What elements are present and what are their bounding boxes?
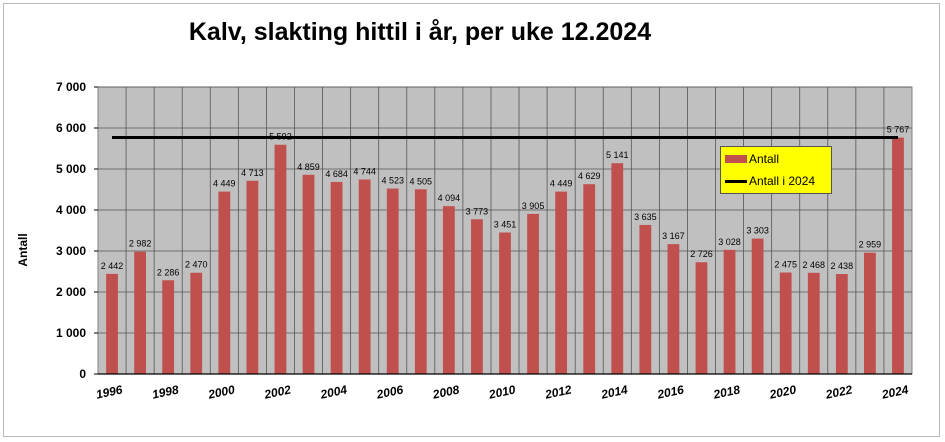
x-tick-label: 2014 (599, 382, 629, 402)
bar (414, 189, 427, 374)
data-label: 2 468 (802, 260, 825, 270)
bar (639, 224, 652, 374)
legend-item-antall: Antall (725, 151, 779, 167)
x-tick-label: 2020 (767, 382, 797, 402)
y-tick-label: 5 000 (56, 162, 86, 176)
bar (358, 179, 371, 374)
data-label: 4 859 (297, 162, 320, 172)
bar (499, 232, 511, 374)
data-label: 5 141 (606, 150, 629, 160)
data-label: 4 094 (438, 193, 461, 203)
legend-label-antall-2024: Antall i 2024 (749, 174, 816, 188)
data-label: 5 767 (887, 125, 910, 135)
bar (246, 180, 259, 374)
y-tick-label: 1 000 (56, 326, 86, 340)
x-tick-label: 2006 (374, 382, 404, 402)
bar (274, 144, 287, 374)
legend-item-antall-2024: Antall i 2024 (725, 173, 815, 189)
legend-bar-swatch (725, 155, 747, 163)
data-label: 4 449 (550, 179, 573, 189)
bar (555, 191, 568, 374)
bar (106, 273, 118, 374)
bar (162, 280, 175, 374)
x-tick-label: 2022 (824, 382, 854, 402)
y-tick-label: 3 000 (56, 244, 86, 258)
bar (695, 262, 708, 374)
data-label: 3 167 (662, 231, 685, 241)
data-label: 4 744 (353, 166, 376, 176)
bar (835, 274, 848, 374)
legend-line-swatch (725, 179, 747, 183)
x-tick-label: 2018 (711, 382, 741, 402)
bar (667, 244, 680, 374)
data-label: 2 286 (157, 267, 180, 277)
data-label: 4 684 (325, 169, 348, 179)
x-tick-label: 2012 (543, 382, 573, 402)
data-label: 4 523 (381, 176, 404, 186)
data-label: 2 475 (774, 260, 797, 270)
x-tick-label: 2002 (262, 382, 292, 402)
data-label: 2 982 (129, 239, 152, 249)
bar (807, 272, 820, 374)
x-tick-label: 1998 (151, 382, 180, 401)
x-tick-label: 2016 (655, 382, 685, 402)
bar (190, 272, 203, 374)
data-label: 4 629 (578, 171, 601, 181)
chart-title: Kalv, slakting hittil i år, per uke 12.2… (188, 18, 652, 46)
bar (723, 249, 736, 374)
bar (134, 251, 146, 374)
bar (527, 213, 539, 374)
bar (779, 272, 792, 374)
data-label: 2 959 (859, 240, 882, 250)
x-tick-label: 2004 (318, 382, 348, 402)
bar (471, 219, 483, 374)
x-tick-label: 1996 (95, 382, 124, 401)
bar (386, 188, 399, 374)
data-label: 2 470 (185, 260, 208, 270)
y-axis-label: Antall (16, 233, 30, 266)
bar (330, 181, 343, 374)
data-label: 3 773 (466, 206, 489, 216)
bar (751, 238, 764, 374)
x-tick-label: 2000 (206, 382, 236, 402)
bar (864, 252, 876, 374)
y-tick-label: 2 000 (56, 285, 86, 299)
bar (892, 137, 904, 374)
data-label: 4 449 (213, 179, 236, 189)
data-label: 3 635 (634, 212, 657, 222)
bar (611, 163, 624, 374)
legend: Antall Antall i 2024 (720, 146, 832, 194)
bar (302, 174, 315, 374)
bar (583, 184, 596, 374)
bar (442, 206, 455, 374)
y-tick-label: 0 (79, 367, 86, 381)
x-tick-label: 2008 (431, 382, 461, 402)
y-tick-label: 7 000 (56, 80, 86, 94)
data-label: 3 303 (746, 226, 769, 236)
y-tick-label: 4 000 (56, 203, 86, 217)
x-tick-label: 2024 (880, 382, 910, 402)
legend-label-antall: Antall (749, 152, 780, 166)
data-label: 4 713 (241, 168, 264, 178)
data-label: 3 451 (494, 220, 517, 230)
y-tick-label: 6 000 (56, 121, 86, 135)
bar (218, 191, 231, 374)
data-label: 2 438 (831, 261, 854, 271)
data-label: 3 905 (522, 201, 545, 211)
data-label: 2 442 (101, 261, 124, 271)
data-label: 2 726 (690, 249, 713, 259)
data-label: 3 028 (718, 237, 741, 247)
data-label: 4 505 (410, 176, 433, 186)
x-tick-label: 2010 (487, 382, 517, 402)
